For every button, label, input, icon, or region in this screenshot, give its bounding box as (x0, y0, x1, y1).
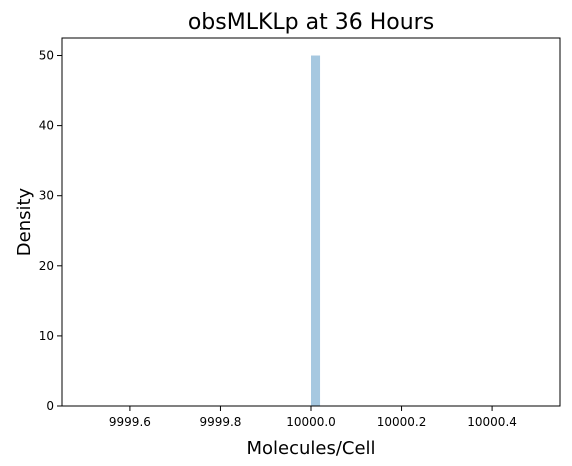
x-tick-label: 10000.2 (377, 415, 427, 429)
y-tick-label: 0 (46, 399, 54, 413)
y-tick-label: 40 (39, 119, 54, 133)
y-ticks-group: 0 10 20 30 40 50 (39, 49, 62, 413)
histogram-bar-0 (311, 55, 321, 407)
y-tick-label: 20 (39, 259, 54, 273)
bars-group (311, 55, 321, 407)
x-tick-label: 10000.0 (286, 415, 336, 429)
x-tick-label: 10000.4 (467, 415, 517, 429)
y-axis-label: Density (14, 187, 35, 256)
x-tick-label: 9999.6 (109, 415, 151, 429)
x-axis-label: Molecules/Cell (246, 438, 375, 459)
x-ticks-group: 9999.6 9999.8 10000.0 10000.2 10000.4 (109, 406, 517, 429)
x-tick-label: 9999.8 (199, 415, 241, 429)
y-tick-label: 50 (39, 49, 54, 63)
y-tick-label: 30 (39, 189, 54, 203)
chart-title: obsMLKLp at 36 Hours (188, 10, 434, 35)
y-tick-label: 10 (39, 329, 54, 343)
